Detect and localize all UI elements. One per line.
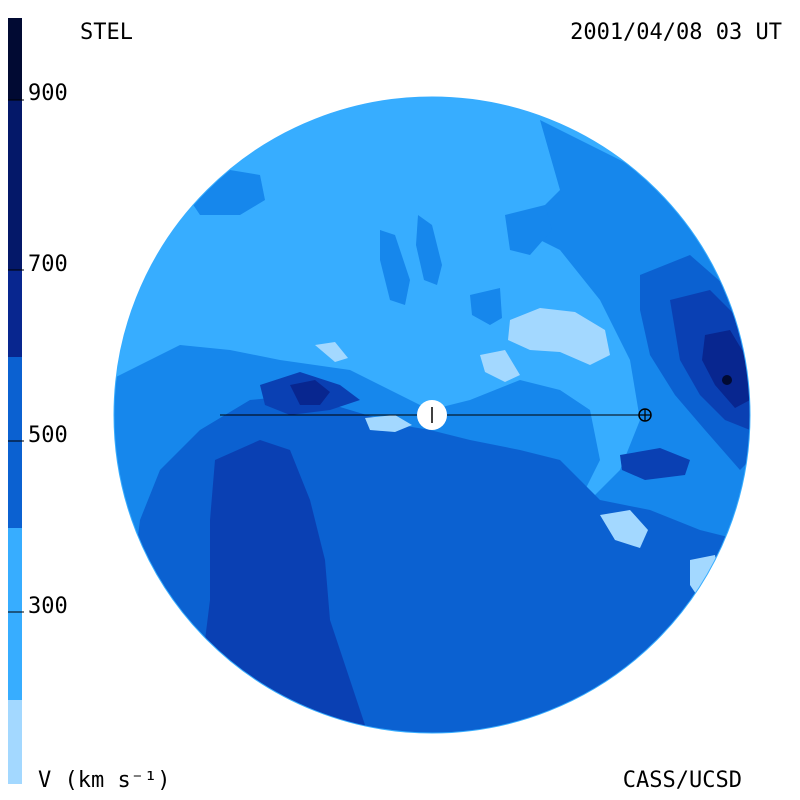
earth-icon — [638, 408, 652, 422]
region-light-lower-right — [600, 510, 648, 548]
timestamp-label: 2001/04/08 03 UT — [570, 20, 782, 45]
colorbar-tick-label-500: 500 — [28, 423, 68, 448]
colorbar-tick-label-900: 900 — [28, 81, 68, 106]
disc-outline — [113, 96, 751, 734]
observatory-label: STEL — [80, 20, 133, 45]
region-mid-right — [520, 120, 750, 640]
region-darkest-right — [702, 330, 750, 408]
colorbar-band-6 — [8, 18, 22, 100]
region-black-spot — [722, 375, 732, 385]
colorbar — [8, 18, 24, 784]
region-mid-top-left — [190, 170, 265, 215]
region-darker-blob — [620, 448, 690, 480]
credit-label: CASS/UCSD — [622, 768, 742, 793]
colorbar-band-2 — [8, 528, 22, 700]
region-mid-blob-1 — [505, 205, 552, 255]
region-mid-blob-2 — [470, 288, 502, 325]
colorbar-tick-label-300: 300 — [28, 594, 68, 619]
region-darkest-left — [290, 380, 330, 405]
colorbar-tick-label-700: 700 — [28, 252, 68, 277]
colorbar-band-3 — [8, 357, 22, 528]
region-light-small-2 — [315, 342, 348, 362]
colorbar-unit-label: V (km s⁻¹) — [38, 768, 171, 793]
region-mid-streak-1 — [380, 230, 410, 305]
colorbar-band-4 — [8, 270, 22, 357]
region-light-near-sun — [365, 415, 412, 432]
colorbar-band-1 — [8, 700, 22, 784]
region-mid-streak-2 — [416, 215, 442, 285]
region-light-small-1 — [480, 350, 520, 382]
region-light-upper-right — [508, 308, 610, 365]
colorbar-band-5 — [8, 100, 22, 270]
